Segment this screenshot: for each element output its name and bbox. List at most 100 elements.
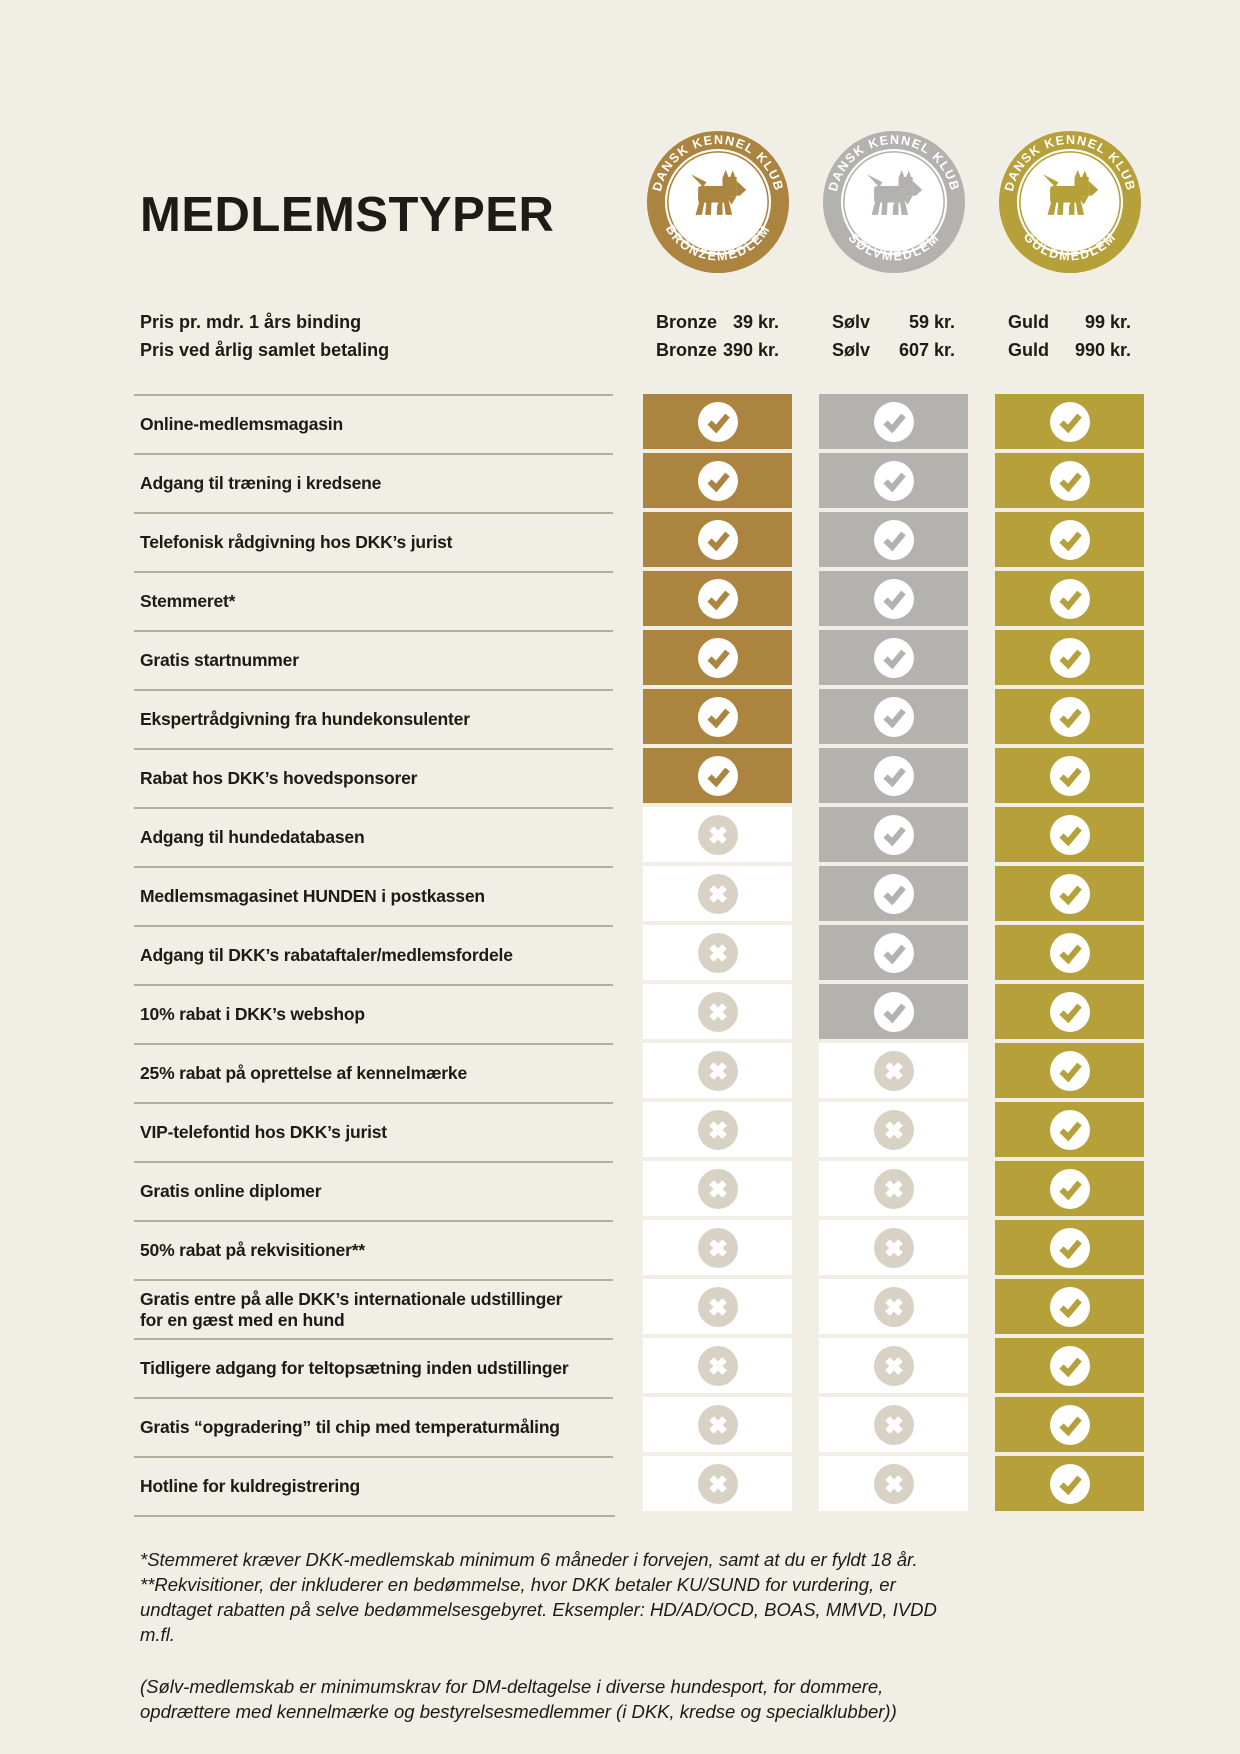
feature-label: 25% rabat på oprettelse af kennelmærke xyxy=(134,1043,613,1102)
check-icon xyxy=(1049,1050,1090,1091)
tier-price: 59 kr. xyxy=(908,311,955,332)
feature-row: 10% rabat i DKK’s webshop xyxy=(134,984,1144,1043)
price-row-label: Pris pr. mdr. 1 års binding xyxy=(140,311,362,332)
cross-icon xyxy=(697,1404,738,1445)
feature-row: Hotline for kuldregistrering xyxy=(134,1456,1144,1515)
feature-label: VIP-telefontid hos DKK’s jurist xyxy=(134,1102,613,1161)
bronze-excluded-cell xyxy=(643,1397,792,1452)
check-icon xyxy=(873,460,914,501)
tier-price: 607 kr. xyxy=(898,339,955,360)
cross-icon xyxy=(873,1345,914,1386)
tier-price: 99 kr. xyxy=(1084,311,1131,332)
check-icon xyxy=(873,755,914,796)
cross-icon xyxy=(873,1227,914,1268)
feature-table: Online-medlemsmagasin Adgang til træning… xyxy=(134,394,1144,1517)
check-icon xyxy=(1049,932,1090,973)
price-row: Pris ved årlig samlet betaling Bronze 390 … xyxy=(134,336,1144,364)
cross-icon xyxy=(697,1345,738,1386)
silver-excluded-cell xyxy=(819,1161,968,1216)
bronze-excluded-cell xyxy=(643,1279,792,1334)
feature-label: Online-medlemsmagasin xyxy=(134,394,613,453)
check-icon xyxy=(873,814,914,855)
check-icon xyxy=(1049,1227,1090,1268)
feature-label: Telefonisk rådgivning hos DKK’s jurist xyxy=(134,512,613,571)
silver-included-cell xyxy=(819,394,968,449)
table-end-divider xyxy=(134,1515,615,1517)
check-icon xyxy=(873,578,914,619)
bronze-excluded-cell xyxy=(643,925,792,980)
silver-included-cell xyxy=(819,807,968,862)
page-title: MEDLEMSTYPER xyxy=(140,187,555,242)
check-icon xyxy=(697,401,738,442)
bronze-included-cell xyxy=(643,453,792,508)
cross-icon xyxy=(697,873,738,914)
cross-icon xyxy=(697,1050,738,1091)
feature-row: Stemmeret* xyxy=(134,571,1144,630)
price-silver: Sølv 607 kr. xyxy=(819,340,968,361)
check-icon xyxy=(697,637,738,678)
bronze-excluded-cell xyxy=(643,1220,792,1275)
silver-included-cell xyxy=(819,689,968,744)
tier-price: 39 kr. xyxy=(732,311,779,332)
check-icon xyxy=(697,578,738,619)
cross-icon xyxy=(873,1050,914,1091)
tier-name: Guld xyxy=(1008,311,1049,332)
footnote-rekvisitioner: **Rekvisitioner, der inkluderer en bedøm… xyxy=(140,1574,937,1646)
check-icon xyxy=(873,932,914,973)
tier-name: Sølv xyxy=(832,311,871,332)
footnotes: *Stemmeret kræver DKK-medlemskab minimum… xyxy=(134,1547,1144,1724)
gold-included-cell xyxy=(995,689,1144,744)
check-icon xyxy=(1049,696,1090,737)
cross-icon xyxy=(697,1463,738,1504)
check-icon xyxy=(1049,755,1090,796)
gold-included-cell xyxy=(995,748,1144,803)
tier-price: 390 kr. xyxy=(722,339,779,360)
silver-excluded-cell xyxy=(819,1456,968,1511)
feature-row: VIP-telefontid hos DKK’s jurist xyxy=(134,1102,1144,1161)
tier-name: Bronze xyxy=(656,339,718,360)
silver-excluded-cell xyxy=(819,1279,968,1334)
check-icon xyxy=(873,637,914,678)
check-icon xyxy=(1049,401,1090,442)
feature-label: 10% rabat i DKK’s webshop xyxy=(134,984,613,1043)
silver-included-cell xyxy=(819,512,968,567)
bronze-excluded-cell xyxy=(643,1102,792,1157)
pricing-section: Pris pr. mdr. 1 års binding Bronze 39 kr. S… xyxy=(134,308,1144,364)
check-icon xyxy=(1049,519,1090,560)
tier-price: 990 kr. xyxy=(1074,339,1131,360)
silver-included-cell xyxy=(819,925,968,980)
bronze-included-cell xyxy=(643,748,792,803)
bronze-included-cell xyxy=(643,571,792,626)
silver-included-cell xyxy=(819,866,968,921)
silver-excluded-cell xyxy=(819,1102,968,1157)
silver-excluded-cell xyxy=(819,1338,968,1393)
check-icon xyxy=(1049,1404,1090,1445)
check-icon xyxy=(1049,1463,1090,1504)
feature-label: Adgang til hundedatabasen xyxy=(134,807,613,866)
feature-label: Hotline for kuldregistrering xyxy=(134,1456,613,1515)
footnote-stemmeret: *Stemmeret kræver DKK-medlemskab minimum… xyxy=(140,1549,918,1570)
cross-icon xyxy=(697,1168,738,1209)
check-icon xyxy=(873,873,914,914)
feature-label: Gratis startnummer xyxy=(134,630,613,689)
check-icon xyxy=(697,696,738,737)
feature-row: Gratis online diplomer xyxy=(134,1161,1144,1220)
check-icon xyxy=(1049,1168,1090,1209)
feature-label: Tidligere adgang for teltopsætning inden… xyxy=(134,1338,613,1397)
check-icon xyxy=(1049,1345,1090,1386)
silver-included-cell xyxy=(819,453,968,508)
bronze-excluded-cell xyxy=(643,866,792,921)
bronze-included-cell xyxy=(643,630,792,685)
gold-included-cell xyxy=(995,571,1144,626)
medal-badge-gold: DANSK KENNEL KLUB GULDMEDLEM xyxy=(998,130,1141,274)
bronze-excluded-cell xyxy=(643,984,792,1039)
medal-badge-bronze: DANSK KENNEL KLUB BRONZEMEDLEM xyxy=(646,130,789,274)
price-gold: Guld 990 kr. xyxy=(995,340,1144,361)
check-icon xyxy=(697,519,738,560)
silver-excluded-cell xyxy=(819,1220,968,1275)
gold-included-cell xyxy=(995,866,1144,921)
gold-included-cell xyxy=(995,1043,1144,1098)
check-icon xyxy=(873,401,914,442)
feature-row: 50% rabat på rekvisitioner** xyxy=(134,1220,1144,1279)
